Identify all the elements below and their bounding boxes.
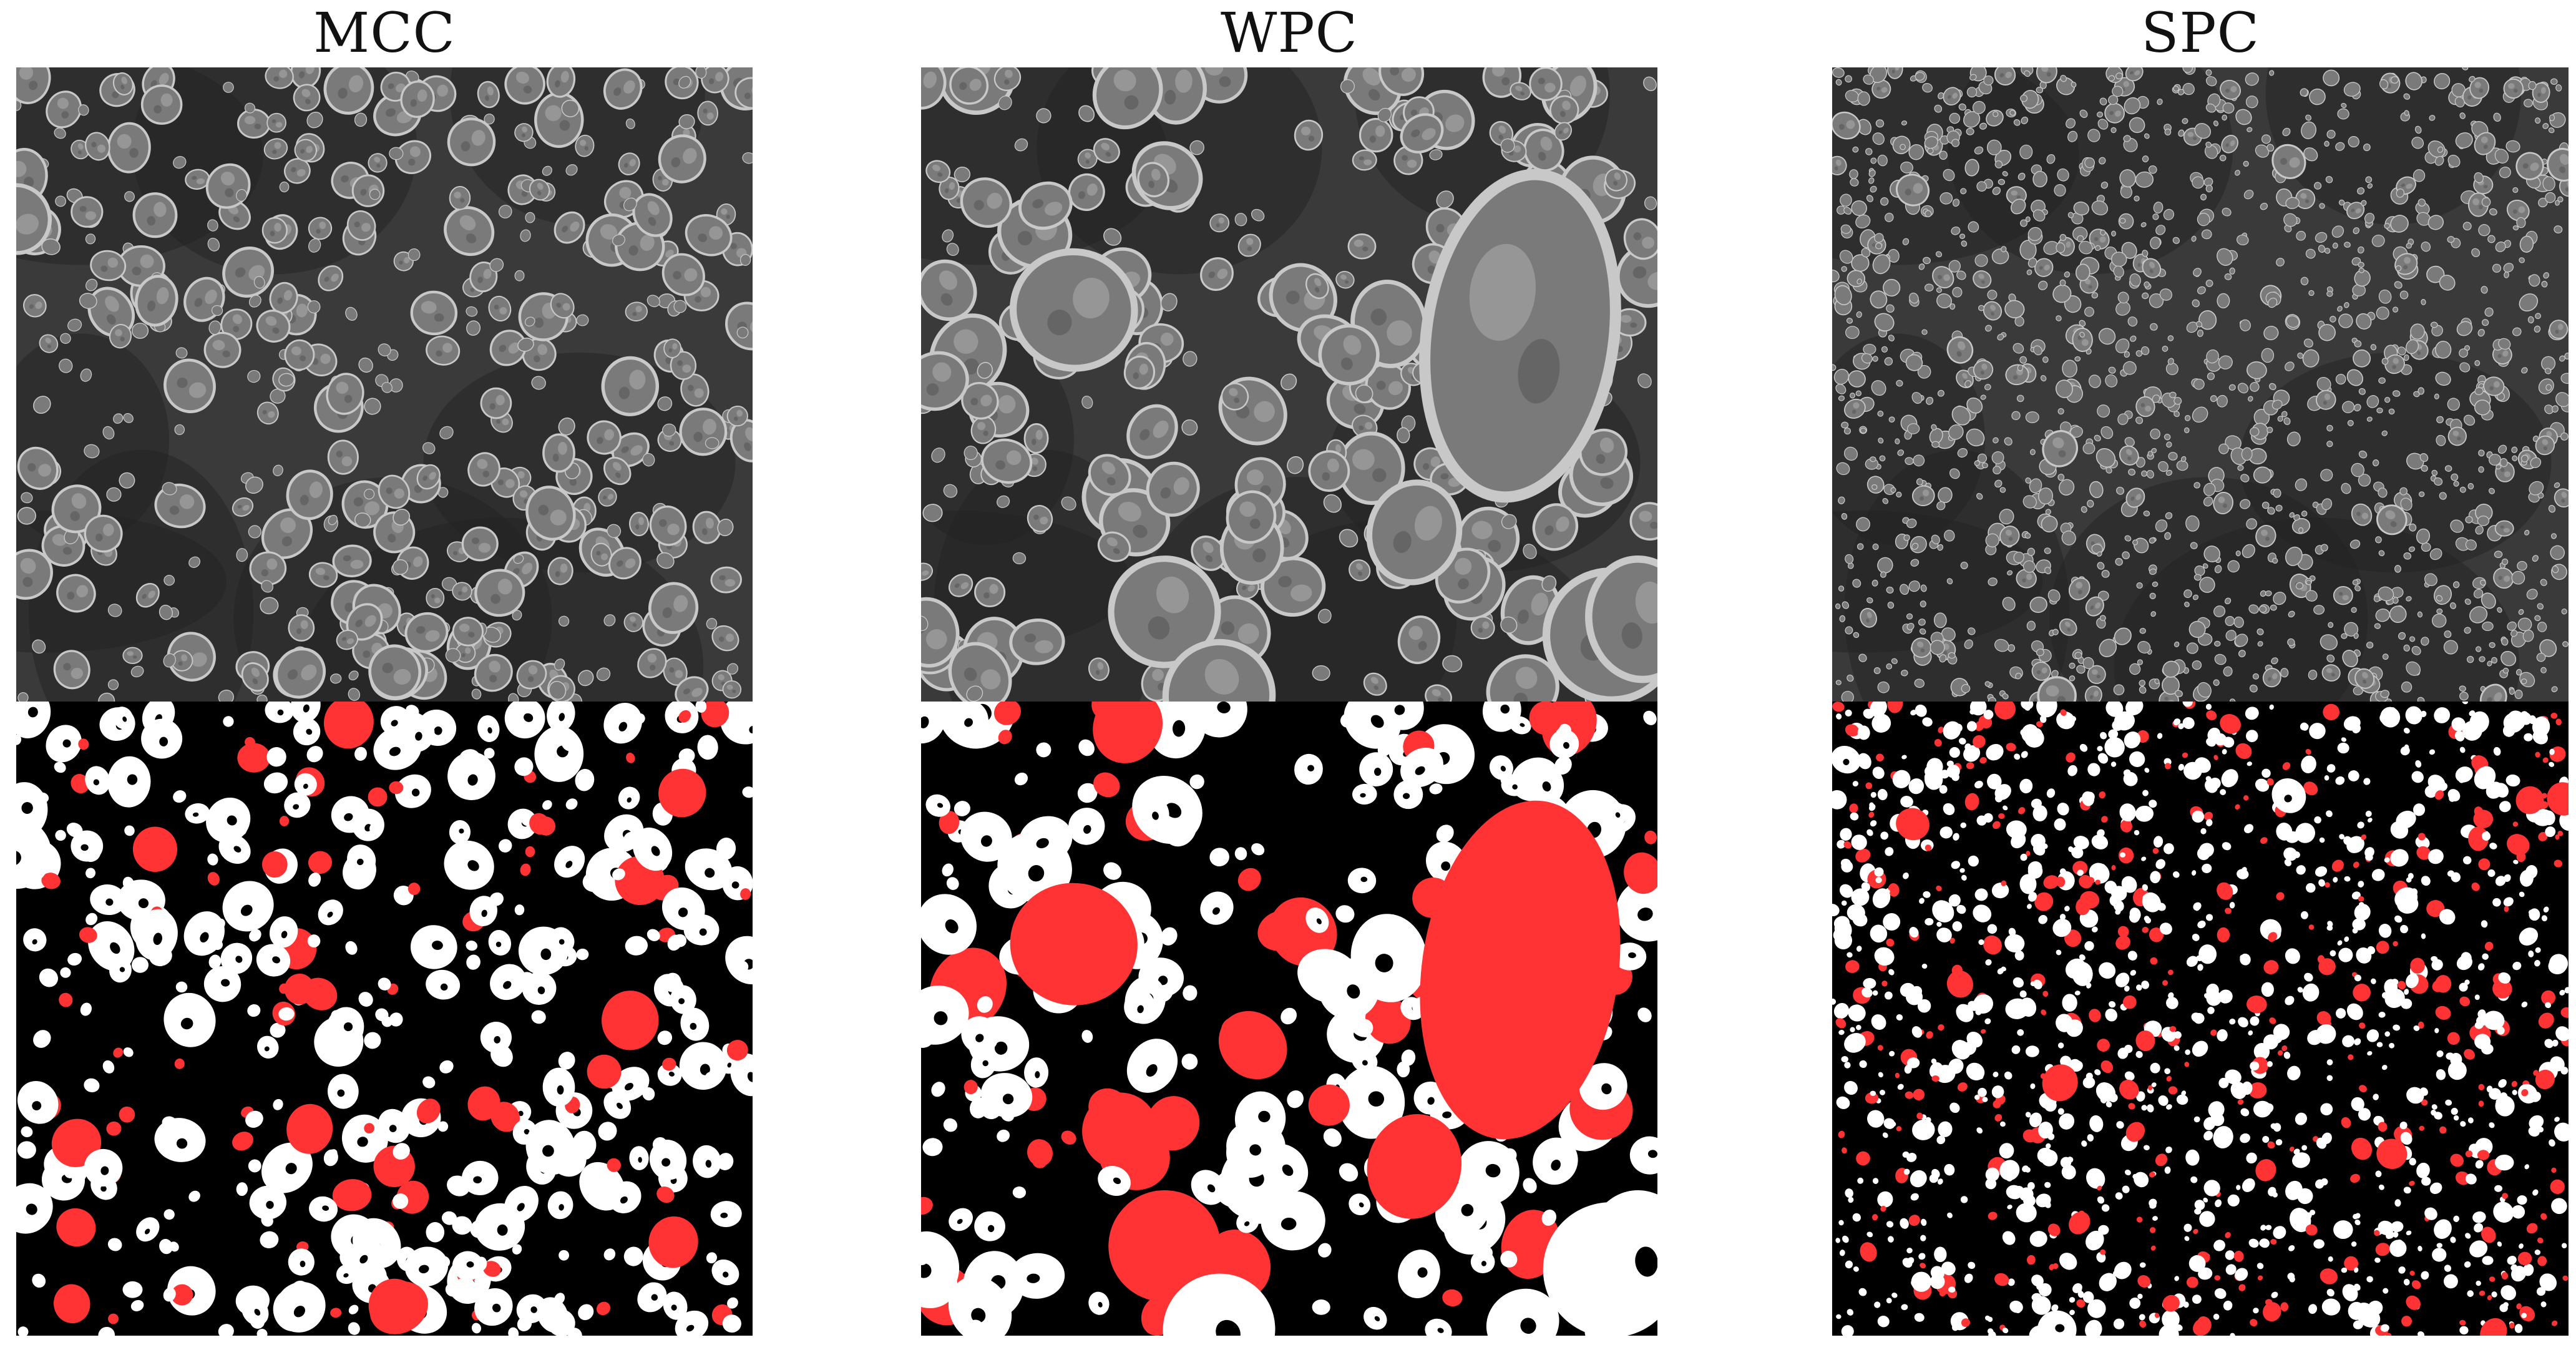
wpc-mask-image [921, 702, 1657, 1336]
column-title-mcc: MCC [313, 1, 456, 65]
mcc-mask-image [16, 702, 753, 1336]
mcc-segmentation-mask [16, 702, 753, 1336]
wpc-sem-micrograph [921, 67, 1657, 702]
spc-sem-micrograph [1832, 67, 2569, 702]
column-title-wpc: WPC [1221, 1, 1358, 65]
spc-sem-image [1832, 67, 2569, 702]
spc-segmentation-mask [1832, 702, 2569, 1336]
wpc-segmentation-mask [921, 702, 1657, 1336]
spc-mask-image [1832, 702, 2569, 1336]
column-title-spc: SPC [2141, 1, 2260, 65]
wpc-sem-image [921, 67, 1657, 702]
mcc-sem-image [16, 67, 753, 702]
mcc-sem-micrograph [16, 67, 753, 702]
